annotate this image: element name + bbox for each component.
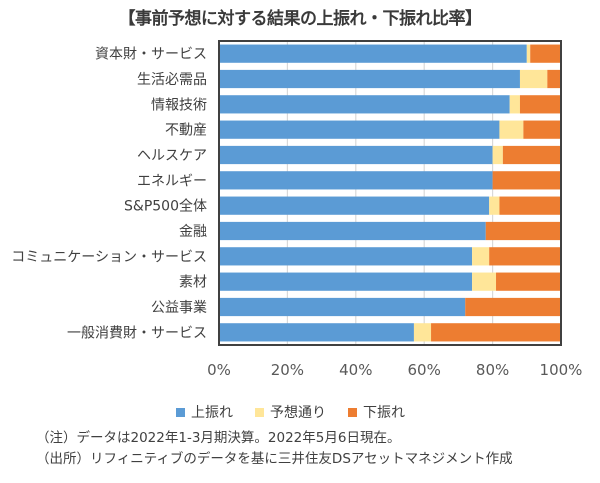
bar-segment-upside <box>219 145 493 165</box>
category-label: コミュニケーション・サービス <box>11 249 207 265</box>
bar-segment-upside <box>219 44 527 63</box>
x-tick-label: 80% <box>476 361 509 379</box>
bar-segment-upside <box>219 171 493 190</box>
legend-item-downside: 下振れ <box>348 402 405 422</box>
source-line: （出所）リフィニティブのデータを基に三井住友DSアセットマネジメント作成 <box>36 451 513 467</box>
category-label: 情報技術 <box>151 97 207 113</box>
x-tick-label: 20% <box>271 361 304 379</box>
note-line: （注）データは2022年1-3月期決算。2022年5月6日現在。 <box>36 430 401 446</box>
bar-segment-downside <box>465 297 561 317</box>
bar-segment-downside <box>431 323 561 342</box>
bar-segment-upside <box>219 272 473 291</box>
bar-segment-inline <box>489 196 500 215</box>
x-tick-label: 40% <box>339 361 372 379</box>
footnotes: （注）データは2022年1-3月期決算。2022年5月6日現在。 （出所）リフィ… <box>36 428 513 470</box>
x-tick-label: 100% <box>540 361 583 379</box>
category-label: 金融 <box>179 224 207 240</box>
bar-segment-upside <box>219 69 520 89</box>
legend-swatch-inline <box>255 407 264 417</box>
legend-label-upside: 上振れ <box>191 405 233 421</box>
category-label: 資本財・サービス <box>95 47 207 63</box>
bar-segment-inline <box>472 247 490 266</box>
bar-segment-inline <box>492 145 503 165</box>
chart-title: 【事前予想に対する結果の上振れ・下振れ比率】 <box>118 9 483 29</box>
bar-segment-inline <box>472 272 497 291</box>
bar-segment-downside <box>519 95 561 114</box>
bar-segment-downside <box>502 145 561 165</box>
category-label: 一般消費財・サービス <box>67 325 207 341</box>
category-label: ヘルスケア <box>137 148 207 164</box>
legend-item-upside: 上振れ <box>176 402 233 422</box>
chart-plot: 0% 20% 40% 60% 80% 100% 資本財・サービス生活必需品情報技術不動産ヘル… <box>11 40 583 379</box>
bar-segment-inline <box>519 69 548 89</box>
legend-swatch-downside <box>348 407 357 417</box>
bar-segment-upside <box>219 247 473 266</box>
bar-segment-downside <box>485 221 561 241</box>
plot-border <box>218 40 562 346</box>
bar-segment-inline <box>413 323 432 342</box>
legend-label-downside: 下振れ <box>363 405 405 421</box>
bar-segment-downside <box>492 171 561 190</box>
bar-segment-upside <box>219 323 414 342</box>
bar-segment-downside <box>530 44 561 63</box>
bar-segment-inline <box>526 44 531 63</box>
bar-segment-upside <box>219 196 490 215</box>
bar-segment-upside <box>219 120 500 139</box>
category-label: エネルギー <box>137 173 207 189</box>
bar-segment-downside <box>523 120 561 139</box>
bar-segment-downside <box>547 69 561 89</box>
bar-segment-upside <box>219 221 486 241</box>
category-label: S&P500全体 <box>124 198 207 215</box>
legend: 上振れ 予想通り 下振れ <box>176 402 405 422</box>
category-label: 生活必需品 <box>137 72 207 88</box>
bar-segment-downside <box>489 247 561 266</box>
bar-segment-upside <box>219 297 466 317</box>
bar-segment-inline <box>509 95 520 114</box>
legend-swatch-upside <box>176 407 185 417</box>
bar-segment-upside <box>219 95 510 114</box>
category-label: 公益事業 <box>151 300 207 316</box>
bar-segment-downside <box>499 196 561 215</box>
category-label: 不動産 <box>165 123 207 139</box>
bar-segment-downside <box>496 272 561 291</box>
legend-label-inline: 予想通り <box>270 405 326 421</box>
x-tick-label: 0% <box>207 361 231 379</box>
bar-segment-inline <box>499 120 524 139</box>
x-tick-label: 60% <box>408 361 441 379</box>
legend-item-inline: 予想通り <box>255 402 326 422</box>
category-label: 素材 <box>179 275 207 291</box>
